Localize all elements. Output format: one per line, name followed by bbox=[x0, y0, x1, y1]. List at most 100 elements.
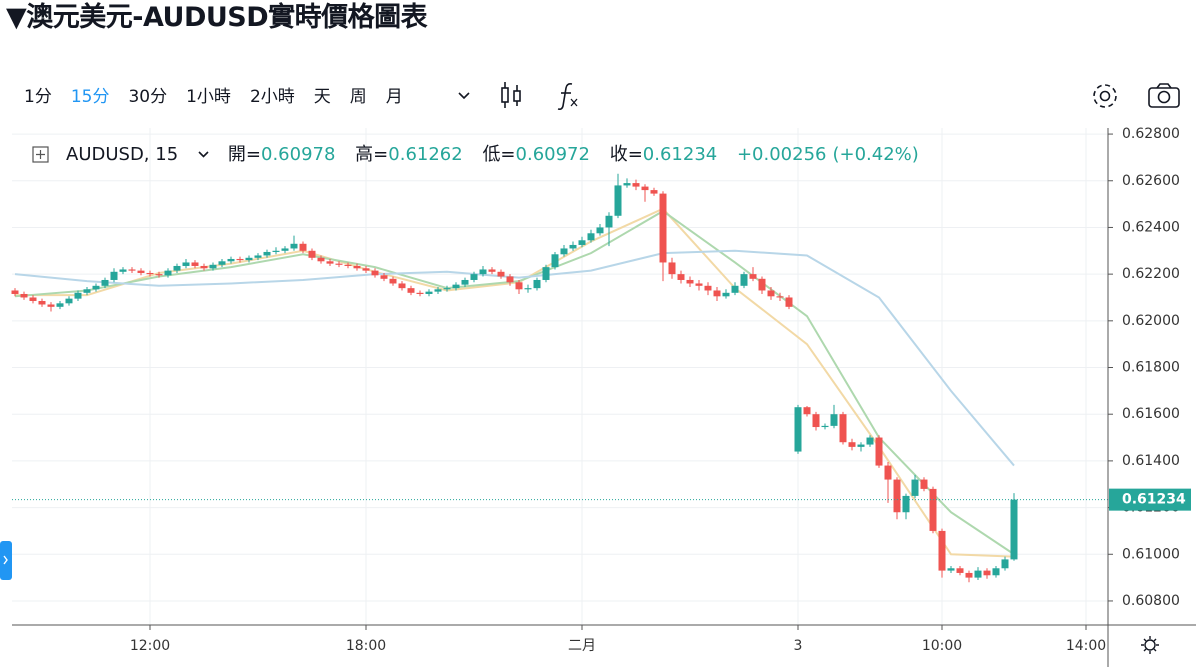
interval-button[interactable]: 2小時 bbox=[249, 87, 295, 107]
candle-body bbox=[497, 271, 505, 277]
side-tab[interactable] bbox=[0, 541, 12, 580]
candle-body bbox=[74, 292, 82, 299]
screenshot-button[interactable] bbox=[1148, 83, 1180, 108]
interval-button[interactable]: 15分 bbox=[70, 87, 110, 107]
candle-body bbox=[911, 479, 919, 496]
candle-body bbox=[461, 279, 469, 285]
candle-body bbox=[677, 274, 685, 280]
candle-body bbox=[47, 304, 55, 307]
y-tick-label: 0.60800 bbox=[1122, 593, 1180, 609]
candle-body bbox=[209, 264, 217, 269]
candle-body bbox=[857, 444, 865, 447]
candle-body bbox=[614, 185, 622, 216]
candle-body bbox=[632, 183, 640, 187]
interval-button[interactable]: 30分 bbox=[128, 87, 168, 107]
interval-button[interactable]: 1分 bbox=[24, 87, 52, 107]
candle-body bbox=[272, 250, 280, 252]
toolbar-icons bbox=[458, 82, 1180, 110]
y-tick-label: 0.62400 bbox=[1122, 219, 1180, 235]
candle-body bbox=[245, 257, 253, 261]
candle-body bbox=[1001, 559, 1009, 569]
candle-body bbox=[290, 243, 298, 249]
candle-body bbox=[110, 271, 118, 280]
legend: AUDUSD, 15 開=0.60978 高=0.61262 低=0.60972… bbox=[32, 142, 933, 168]
candle-body bbox=[1010, 499, 1018, 560]
candle-body bbox=[875, 437, 883, 466]
candle-body bbox=[506, 276, 514, 283]
chart-type-button[interactable] bbox=[501, 82, 521, 108]
candle-body bbox=[407, 288, 415, 293]
candle-body bbox=[776, 296, 784, 298]
interval-button[interactable]: 周 bbox=[349, 87, 367, 107]
candle-body bbox=[848, 442, 856, 447]
candle-body bbox=[749, 274, 757, 279]
candle-body bbox=[929, 488, 937, 531]
candle-body bbox=[992, 568, 1000, 576]
candle-body bbox=[65, 298, 73, 304]
candle-body bbox=[56, 303, 64, 307]
candle-body bbox=[263, 251, 271, 256]
settings-button[interactable] bbox=[1093, 84, 1117, 108]
open-label: 開= bbox=[227, 144, 261, 165]
candle-body bbox=[308, 250, 316, 258]
candle-body bbox=[416, 292, 424, 294]
candle-body bbox=[974, 570, 982, 578]
candle-body bbox=[398, 283, 406, 289]
candle-body bbox=[704, 285, 712, 291]
candle-body bbox=[182, 262, 190, 266]
last-price-label: 0.61234 bbox=[1122, 492, 1186, 508]
candle-body bbox=[137, 270, 145, 273]
change-value: +0.00256 bbox=[736, 144, 827, 165]
candle-body bbox=[650, 190, 658, 194]
interval-button[interactable]: 1小時 bbox=[186, 87, 231, 107]
toolbar: 1分 15分 30分 1小時 2小時天周月 bbox=[24, 84, 422, 110]
interval-dropdown[interactable] bbox=[458, 92, 470, 100]
y-tick-label: 0.62200 bbox=[1122, 266, 1180, 282]
candle-body bbox=[119, 269, 127, 272]
y-tick-label: 0.61400 bbox=[1122, 453, 1180, 469]
candle-body bbox=[470, 274, 478, 280]
candle-body bbox=[740, 274, 748, 286]
candle-body bbox=[767, 290, 775, 297]
symbol[interactable]: AUDUSD, 15 bbox=[66, 144, 179, 165]
time-axis-settings[interactable] bbox=[1141, 636, 1159, 654]
candle-body bbox=[443, 288, 451, 290]
candle-body bbox=[884, 465, 892, 480]
interval-button[interactable]: 天 bbox=[313, 87, 331, 107]
symbol-dropdown[interactable] bbox=[198, 151, 209, 158]
add-symbol-button[interactable] bbox=[32, 146, 49, 163]
candle-body bbox=[668, 262, 676, 275]
candle-body bbox=[317, 257, 325, 262]
candle-body bbox=[371, 270, 379, 276]
candle-body bbox=[434, 289, 442, 292]
candle-body bbox=[281, 248, 289, 251]
candle-body bbox=[344, 264, 352, 266]
candle-body bbox=[254, 255, 262, 258]
open-value: 0.60978 bbox=[261, 144, 336, 165]
candle-body bbox=[299, 243, 307, 251]
candle-body bbox=[452, 284, 460, 289]
candle-body bbox=[794, 407, 802, 452]
last-price-badge bbox=[1109, 488, 1191, 511]
candle-body bbox=[569, 244, 577, 249]
candle-body bbox=[560, 248, 568, 255]
interval-button[interactable]: 月 bbox=[385, 87, 403, 107]
candle-body bbox=[335, 263, 343, 265]
indicators-button[interactable] bbox=[557, 83, 578, 110]
candle-body bbox=[83, 289, 91, 293]
candle-body bbox=[983, 570, 991, 576]
y-tick-label: 0.61800 bbox=[1122, 360, 1180, 376]
legend-icons bbox=[32, 146, 209, 163]
y-tick-label: 0.61600 bbox=[1122, 406, 1180, 422]
y-tick-label: 0.61000 bbox=[1122, 546, 1180, 562]
candle-body bbox=[695, 283, 703, 286]
candle-body bbox=[515, 282, 523, 290]
candle-body bbox=[731, 285, 739, 293]
candle-body bbox=[821, 425, 829, 428]
y-tick-label: 0.62000 bbox=[1122, 313, 1180, 329]
candle-body bbox=[893, 479, 901, 513]
candle-body bbox=[812, 414, 820, 428]
high-label: 高= bbox=[355, 144, 389, 165]
candle-body bbox=[227, 258, 235, 262]
